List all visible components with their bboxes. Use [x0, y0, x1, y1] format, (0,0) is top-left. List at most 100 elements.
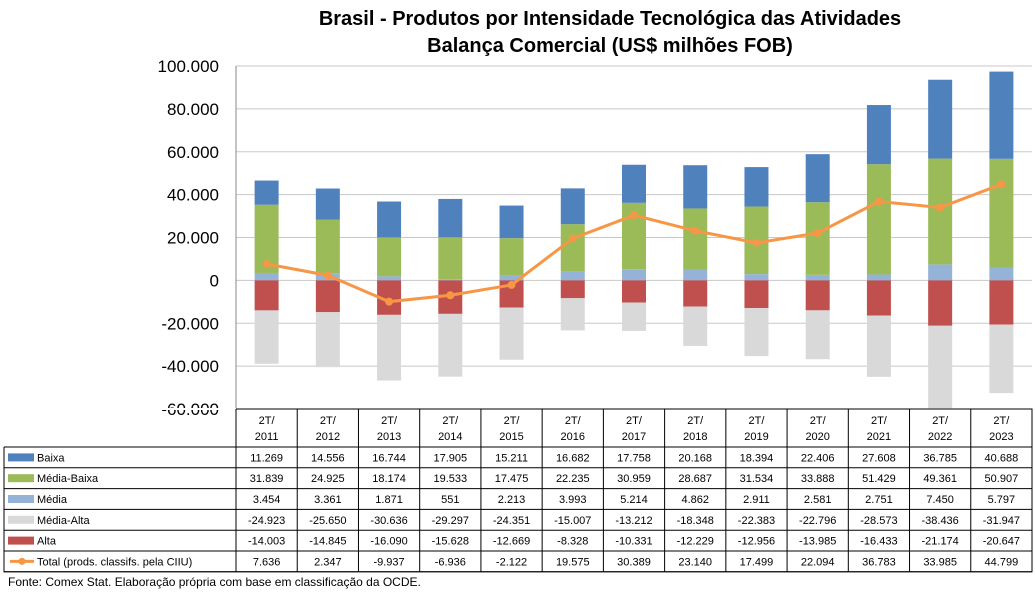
bar-segment: [254, 272, 279, 281]
data-table-cell: 17.475: [495, 473, 529, 485]
data-table-cell: 2.213: [498, 494, 526, 506]
data-table-cell: -12.669: [493, 536, 530, 548]
bar-segment: [928, 79, 953, 159]
data-table-cell: 5.214: [620, 494, 648, 506]
total-point: [752, 238, 761, 247]
x-category-label: 2T/: [687, 415, 704, 427]
data-table-cell: -13.985: [799, 536, 836, 548]
data-table-cell: 36.785: [923, 452, 957, 464]
data-table-cell: 17.499: [740, 556, 774, 568]
data-table-cell: 2.581: [804, 494, 832, 506]
data-table-cell: -25.650: [309, 515, 346, 527]
bar-segment: [438, 313, 463, 377]
x-category-label: 2T/: [626, 415, 643, 427]
bar-segment: [622, 302, 646, 331]
bar-segment: [744, 280, 769, 309]
data-table-cell: -24.351: [493, 515, 530, 527]
data-table-cell: 2.911: [743, 494, 770, 506]
bar-segment: [866, 164, 891, 275]
data-table-cell: 49.361: [923, 473, 957, 485]
bar-segment: [560, 298, 585, 331]
data-table-cell: -12.956: [738, 536, 775, 548]
data-table-cell: -16.090: [370, 536, 407, 548]
bar-segment: [254, 180, 279, 205]
legend-label: Baixa: [37, 452, 65, 464]
data-table-cell: -10.331: [615, 536, 652, 548]
x-category-label: 2T/: [259, 415, 276, 427]
data-table-cell: 14.556: [311, 452, 345, 464]
x-category-label: 2012: [316, 431, 340, 443]
total-point: [568, 234, 577, 243]
data-table-cell: 2.751: [865, 494, 893, 506]
data-table-cell: 2.347: [314, 556, 342, 568]
bar-segment: [989, 158, 1014, 268]
y-tick-label: -40.000: [161, 357, 219, 376]
data-table-cell: 18.394: [740, 452, 774, 464]
total-point: [323, 271, 332, 280]
data-table-cell: 3.993: [559, 494, 587, 506]
data-table-cell: 31.839: [250, 473, 284, 485]
data-table-cell: -15.628: [432, 536, 469, 548]
bar-segment: [866, 315, 891, 377]
data-table-cell: 4.862: [681, 494, 709, 506]
x-category-label: 2T/: [320, 415, 337, 427]
legend-label: Alta: [37, 536, 57, 548]
data-table-cell: 22.235: [556, 473, 590, 485]
data-table-cell: 17.905: [433, 452, 467, 464]
data-table-cell: -6.936: [435, 556, 466, 568]
legend-label: Total (prods. classifs. pela CIIU): [37, 556, 192, 568]
data-table-cell: -38.436: [921, 515, 958, 527]
legend-label: Média-Alta: [37, 515, 90, 527]
bar-segment: [805, 202, 830, 275]
data-table-cell: 36.783: [862, 556, 896, 568]
bar-segment: [928, 280, 953, 326]
bar-segment: [438, 237, 463, 280]
data-table-cell: 31.534: [740, 473, 774, 485]
data-table-cell: 27.608: [862, 452, 896, 464]
bar-segment: [438, 198, 463, 238]
bar-segment: [683, 269, 708, 281]
legend-key: [8, 474, 34, 483]
data-table-cell: 28.687: [678, 473, 712, 485]
bar-segment: [499, 307, 524, 360]
data-table-cell: -20.647: [983, 536, 1020, 548]
data-table-cell: 24.925: [311, 473, 345, 485]
bar-segment: [805, 280, 830, 311]
data-table-cell: 22.406: [801, 452, 835, 464]
x-category-label: 2T/: [932, 415, 949, 427]
data-table-cell: -16.433: [860, 536, 897, 548]
y-tick-label: 20.000: [167, 229, 219, 248]
data-table-cell: -31.947: [983, 515, 1020, 527]
x-category-label: 2019: [744, 431, 768, 443]
bar-segment: [989, 280, 1014, 325]
bar-segment: [805, 274, 830, 281]
bar-segment: [622, 164, 646, 203]
bar-segment: [683, 165, 708, 209]
x-category-label: 2023: [989, 431, 1013, 443]
total-point: [813, 229, 822, 238]
bar-segment: [744, 274, 769, 281]
x-category-label: 2T/: [504, 415, 521, 427]
x-category-label: 2T/: [871, 415, 888, 427]
chart-title-line-1: Brasil - Produtos por Intensidade Tecnol…: [318, 8, 902, 30]
data-table-cell: 23.140: [678, 556, 712, 568]
data-table-cell: 3.361: [314, 494, 342, 506]
data-table-cell: -22.796: [799, 515, 836, 527]
total-point: [262, 260, 271, 269]
bar-segment: [315, 219, 340, 274]
data-table-cell: 1.871: [375, 494, 403, 506]
bar-segment: [560, 280, 585, 299]
y-tick-label: -20.000: [161, 314, 219, 333]
total-point: [997, 180, 1006, 189]
bar-segment: [254, 280, 279, 311]
x-category-label: 2T/: [993, 415, 1010, 427]
legend-label: Média-Baixa: [37, 473, 99, 485]
data-table-cell: -9.937: [373, 556, 404, 568]
data-table-cell: 30.389: [617, 556, 651, 568]
bar-segment: [499, 275, 524, 281]
y-tick-label: 40.000: [167, 186, 219, 205]
legend-key: [8, 515, 34, 524]
bar-segment: [438, 279, 463, 281]
legend-key-marker: [18, 557, 26, 565]
